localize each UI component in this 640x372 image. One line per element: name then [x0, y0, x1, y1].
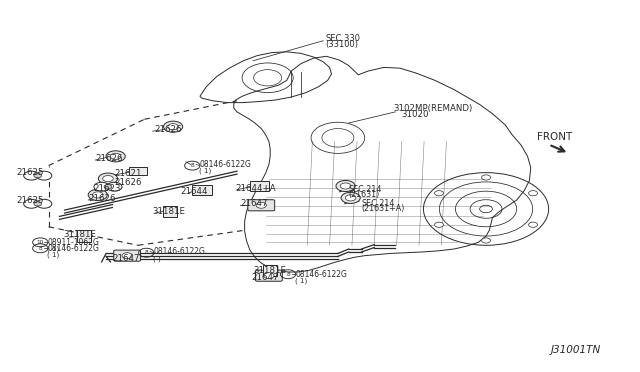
Circle shape — [107, 182, 122, 191]
Text: 21644: 21644 — [180, 187, 208, 196]
Circle shape — [24, 199, 39, 208]
FancyBboxPatch shape — [114, 250, 141, 261]
Text: 21626: 21626 — [154, 125, 182, 134]
Text: 08146-6122G: 08146-6122G — [199, 160, 251, 169]
FancyBboxPatch shape — [248, 200, 275, 211]
Text: 21647: 21647 — [251, 273, 278, 282]
Text: 10: 10 — [36, 240, 44, 245]
Circle shape — [122, 253, 132, 259]
Circle shape — [264, 273, 274, 279]
Circle shape — [106, 151, 125, 162]
Text: 21644+A: 21644+A — [236, 184, 276, 193]
Circle shape — [94, 182, 109, 191]
Text: ( ): ( ) — [154, 255, 161, 262]
Circle shape — [481, 238, 490, 243]
Bar — [250, 182, 269, 190]
Text: 08146-6122G: 08146-6122G — [295, 270, 347, 279]
Text: 8: 8 — [286, 272, 290, 277]
Text: J31001TN: J31001TN — [551, 345, 602, 355]
Text: 21626: 21626 — [88, 194, 116, 203]
Circle shape — [346, 195, 356, 201]
Circle shape — [340, 183, 351, 189]
Text: 08146-6122G: 08146-6122G — [47, 244, 99, 253]
Circle shape — [110, 153, 121, 160]
Circle shape — [93, 192, 103, 198]
Text: 21647: 21647 — [240, 199, 268, 208]
Circle shape — [104, 185, 112, 189]
Circle shape — [34, 202, 42, 206]
Text: 8: 8 — [38, 246, 42, 251]
Circle shape — [36, 199, 52, 208]
Text: 21623: 21623 — [93, 185, 121, 193]
Bar — [77, 231, 91, 241]
Circle shape — [341, 192, 360, 203]
Circle shape — [256, 202, 266, 208]
FancyBboxPatch shape — [255, 270, 282, 281]
Circle shape — [164, 121, 182, 132]
Bar — [191, 185, 212, 195]
Text: ( 1): ( 1) — [295, 278, 307, 284]
Circle shape — [102, 176, 113, 182]
FancyArrowPatch shape — [345, 200, 348, 204]
Text: (33100): (33100) — [325, 40, 358, 49]
Text: 08146-6122G: 08146-6122G — [154, 247, 205, 256]
Text: 21626: 21626 — [115, 178, 142, 187]
Circle shape — [529, 190, 538, 196]
Circle shape — [99, 173, 118, 184]
Text: ( 1): ( 1) — [47, 246, 60, 252]
Text: 31181E: 31181E — [153, 207, 186, 216]
Text: 8: 8 — [145, 250, 148, 255]
Text: 21621: 21621 — [115, 169, 142, 178]
Circle shape — [88, 189, 108, 201]
Text: 3102MP(REMAND): 3102MP(REMAND) — [394, 105, 473, 113]
Text: 21625: 21625 — [17, 168, 44, 177]
FancyArrowPatch shape — [340, 188, 343, 192]
Text: (21631): (21631) — [348, 190, 380, 199]
Text: 8: 8 — [191, 163, 194, 168]
Bar — [263, 265, 277, 276]
Circle shape — [336, 180, 355, 192]
Circle shape — [34, 173, 42, 178]
Circle shape — [435, 222, 444, 227]
Circle shape — [481, 175, 490, 180]
Text: 21625: 21625 — [17, 196, 44, 205]
Text: ( 1): ( 1) — [199, 168, 212, 174]
Text: ( 1): ( 1) — [47, 252, 60, 258]
Text: 21626: 21626 — [95, 154, 123, 163]
Text: 31020: 31020 — [402, 110, 429, 119]
Circle shape — [168, 124, 179, 130]
Text: 31181E: 31181E — [63, 230, 96, 240]
Text: 31181E: 31181E — [253, 266, 286, 275]
Text: SEC.214: SEC.214 — [362, 199, 395, 208]
Text: FRONT: FRONT — [537, 132, 572, 142]
Circle shape — [24, 171, 39, 180]
Text: 21647: 21647 — [113, 254, 140, 263]
Bar — [163, 206, 177, 217]
Text: SEC.330: SEC.330 — [325, 34, 360, 43]
Text: SEC.214: SEC.214 — [348, 185, 381, 194]
Text: 08911-1062G: 08911-1062G — [47, 238, 99, 247]
Circle shape — [36, 171, 52, 180]
Text: (21631+A): (21631+A) — [362, 205, 405, 214]
Bar — [129, 167, 147, 175]
Circle shape — [529, 222, 538, 227]
Circle shape — [435, 190, 444, 196]
